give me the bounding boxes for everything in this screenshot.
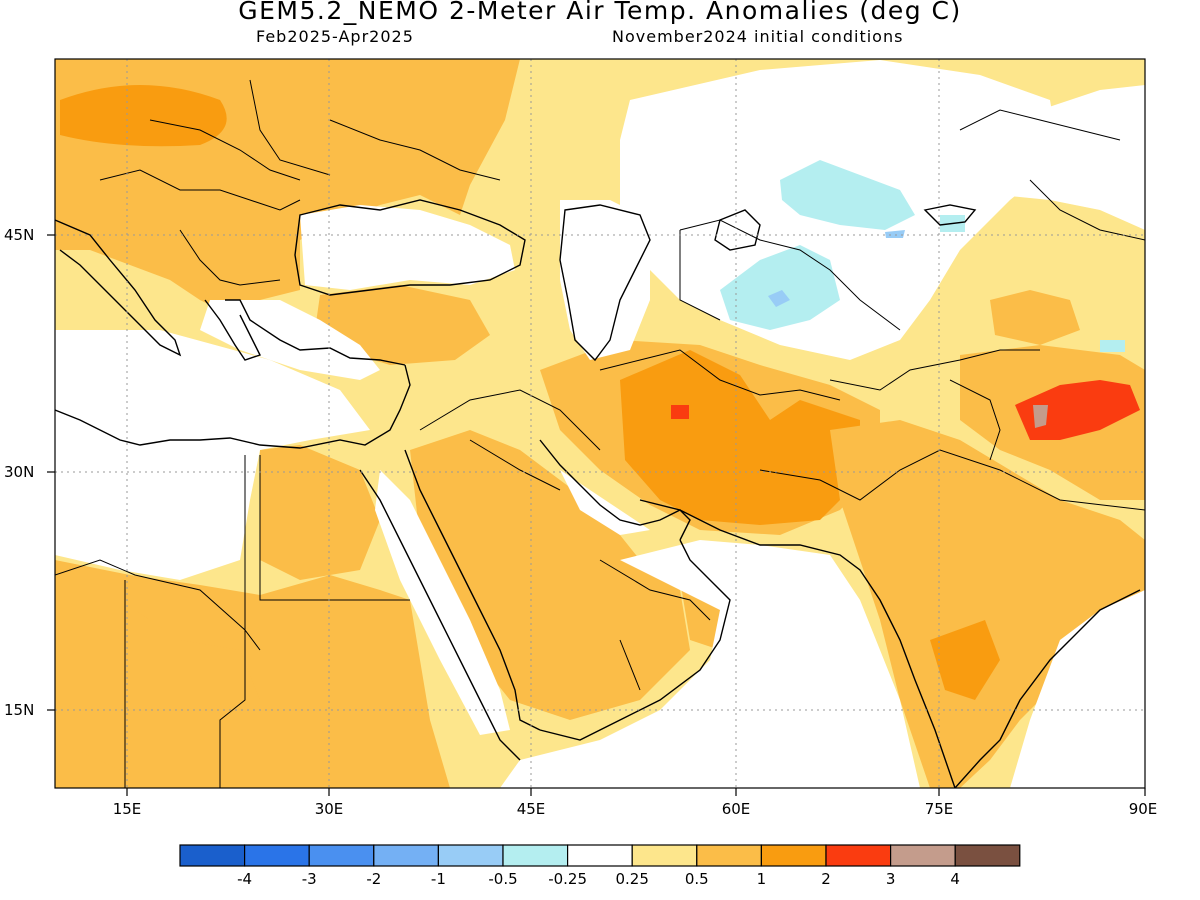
- anomaly-field: [55, 59, 1145, 788]
- color-bar-label: -3: [301, 870, 317, 888]
- orange-sahara-east: [260, 445, 380, 580]
- borders: [55, 79, 1145, 788]
- white-bay-bengal: [1010, 590, 1145, 788]
- orange-deep-india: [930, 620, 1000, 700]
- lon-label-60e: 60E: [721, 800, 751, 818]
- cyan-kazakhstan: [780, 160, 915, 230]
- color-bar-swatch: [760, 844, 827, 867]
- forecast-period: Feb2025-Apr2025: [256, 27, 414, 46]
- color-bar-swatch: [308, 844, 375, 867]
- color-bar-label: -0.5: [488, 870, 518, 888]
- color-bar-label: 4: [950, 870, 960, 888]
- blue-spot: [885, 230, 905, 238]
- white-east-asia: [960, 85, 1145, 230]
- white-red-sea: [375, 470, 510, 735]
- lon-label-15e: 15E: [112, 800, 142, 818]
- color-bar-swatch: [373, 844, 439, 867]
- color-bar-label: -1: [430, 870, 446, 888]
- color-bar-swatch: [696, 844, 762, 867]
- red-tibet: [1015, 380, 1140, 440]
- white-caspian: [560, 200, 650, 360]
- coastlines: [55, 199, 1141, 788]
- orange-mongolia: [990, 290, 1080, 345]
- color-bar-swatch: [889, 844, 956, 867]
- brown-tibet: [1033, 405, 1048, 428]
- lat-label-15n: 15N: [4, 701, 35, 719]
- color-bar-swatch: [179, 844, 246, 867]
- lon-label-30e: 30E: [314, 800, 344, 818]
- white-black-sea: [300, 205, 515, 290]
- color-bar-label: -2: [366, 870, 382, 888]
- color-bar-label: 0.25: [615, 870, 649, 888]
- orange-deep-europe: [60, 85, 227, 147]
- initial-conditions: November2024 initial conditions: [612, 27, 904, 46]
- lon-label-90e: 90E: [1128, 800, 1158, 818]
- orange-deep-iran: [620, 350, 860, 525]
- red-iran-spot: [671, 405, 689, 419]
- color-bar-swatch: [631, 844, 698, 867]
- color-bar-swatch: [954, 844, 1021, 867]
- color-bar-swatch: [437, 844, 504, 867]
- cyan-east: [1100, 340, 1125, 352]
- color-bar-label: 0.5: [684, 870, 709, 888]
- color-bar-swatch: [244, 844, 310, 867]
- color-bar-swatch: [566, 844, 633, 867]
- white-arabian-sea: [500, 540, 920, 788]
- lon-label-45e: 45E: [516, 800, 546, 818]
- cyan-uzbek: [720, 245, 840, 330]
- gridlines: [55, 59, 1145, 788]
- color-bar-label: 1: [756, 870, 767, 888]
- lat-label-45n: 45N: [4, 226, 35, 244]
- map-frame: [47, 58, 1146, 796]
- color-bar-label: 2: [821, 870, 831, 888]
- color-bar-swatch: [825, 844, 892, 867]
- map-title: GEM5.2_NEMO 2-Meter Air Temp. Anomalies …: [238, 0, 962, 25]
- color-bar-label: -4: [237, 870, 253, 888]
- color-bar-swatch: [502, 844, 569, 867]
- orange-india: [830, 420, 1145, 788]
- lat-label-30n: 30N: [4, 463, 35, 481]
- color-bar-label: -0.25: [548, 870, 587, 888]
- orange-libya: [55, 600, 260, 770]
- white-gulf: [560, 470, 650, 535]
- white-med-east: [200, 300, 380, 380]
- white-north-africa: [55, 330, 370, 580]
- lon-label-75e: 75E: [924, 800, 954, 818]
- color-bar-label: 3: [885, 870, 896, 888]
- blue-uzbek: [768, 290, 790, 307]
